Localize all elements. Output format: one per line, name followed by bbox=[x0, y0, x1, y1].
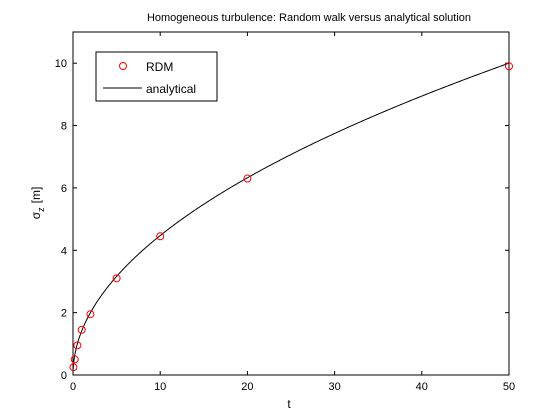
rdm-markers bbox=[69, 62, 513, 372]
legend-marker-rdm bbox=[119, 62, 127, 70]
rdm-point-3 bbox=[77, 325, 86, 334]
y-tick-label-3: 6 bbox=[61, 183, 67, 195]
x-tick-label-4: 40 bbox=[416, 381, 428, 393]
rdm-point-6 bbox=[156, 232, 165, 241]
y-tick-label-0: 0 bbox=[61, 370, 67, 382]
y-tick-label-2: 4 bbox=[61, 245, 67, 257]
y-axis-label-symbol: σ bbox=[29, 211, 43, 219]
x-axis-ticks: 0 10 20 30 40 50 bbox=[70, 32, 515, 393]
rdm-point-8 bbox=[505, 62, 513, 71]
rdm-point-1 bbox=[70, 355, 79, 364]
x-tick-label-0: 0 bbox=[70, 381, 76, 393]
legend: RDM analytical bbox=[95, 51, 218, 102]
y-tick-label-5: 10 bbox=[55, 58, 67, 70]
rdm-point-4 bbox=[86, 310, 95, 319]
rdm-point-2 bbox=[73, 341, 82, 350]
analytical-line bbox=[72, 62, 510, 375]
x-tick-label-1: 10 bbox=[154, 381, 166, 393]
legend-label-analytical: analytical bbox=[146, 82, 196, 96]
rdm-point-7 bbox=[243, 174, 252, 183]
y-axis-label: σz [m] bbox=[29, 187, 46, 220]
y-tick-label-4: 8 bbox=[61, 121, 67, 133]
chart-title: Homogeneous turbulence: Random walk vers… bbox=[147, 12, 471, 24]
y-axis-label-unit: [m] bbox=[29, 187, 43, 204]
x-tick-label-3: 30 bbox=[328, 381, 340, 393]
legend-box bbox=[95, 51, 218, 102]
y-axis-ticks: 0 2 4 6 8 10 bbox=[55, 58, 509, 382]
x-tick-label-5: 50 bbox=[503, 381, 515, 393]
x-axis-label: t bbox=[287, 397, 291, 411]
rdm-point-5 bbox=[112, 274, 121, 283]
legend-label-rdm: RDM bbox=[146, 60, 173, 74]
rdm-point-0 bbox=[69, 363, 78, 372]
y-axis-label-subscript: z bbox=[36, 207, 46, 212]
y-tick-label-1: 2 bbox=[61, 308, 67, 320]
x-tick-label-2: 20 bbox=[241, 381, 253, 393]
